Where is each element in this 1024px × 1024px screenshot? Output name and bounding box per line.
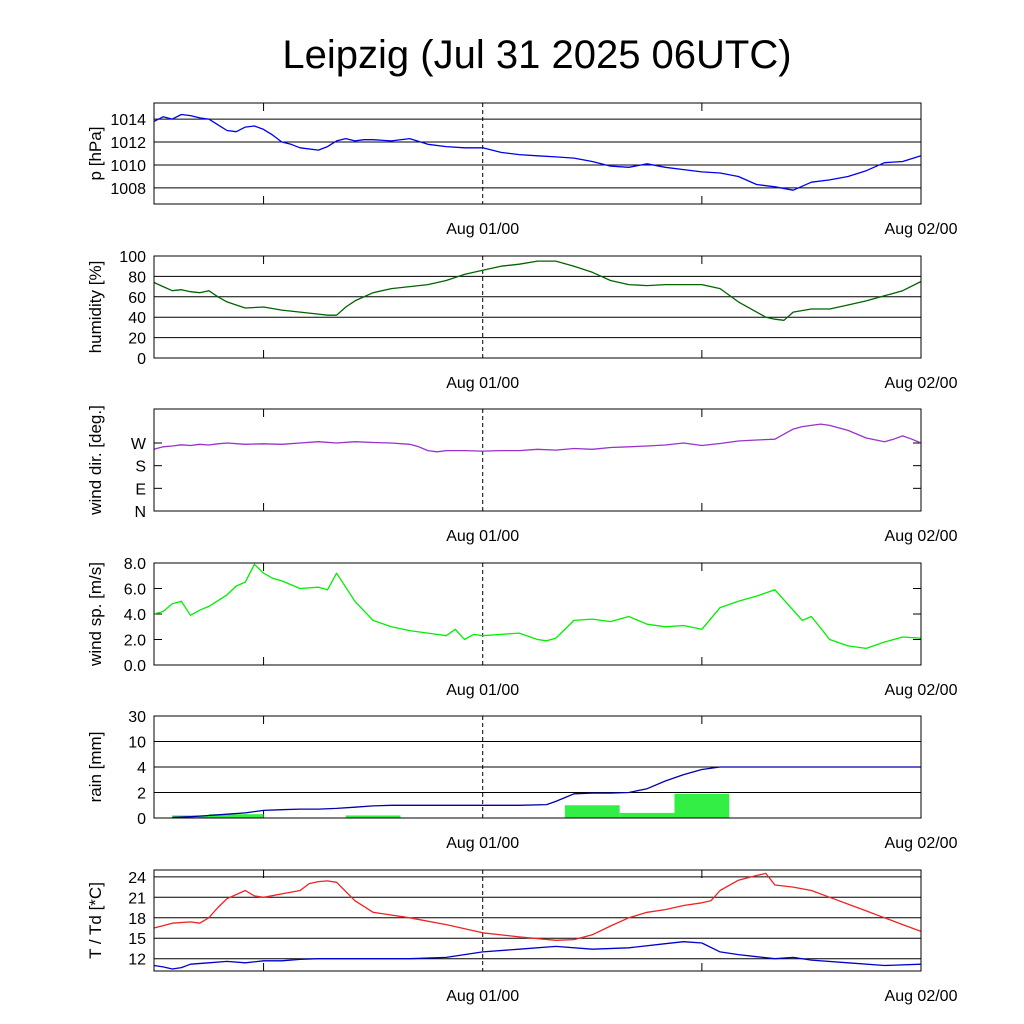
y-tick-label: 18 (128, 911, 146, 928)
x-tick-label: Aug 01/00 (446, 835, 519, 852)
y-axis-label: T / Td [*C] (86, 882, 105, 959)
y-tick-label: E (135, 481, 146, 498)
rain-bar (564, 805, 620, 818)
panel-humidity: 0 20 40 60 80 100 Aug 01/00 Aug 02/00 humidity [… (86, 249, 958, 392)
y-tick-label: 4 (137, 760, 146, 777)
y-tick-label: 1008 (110, 181, 146, 198)
series-line-wind_speed (153, 563, 922, 650)
y-axis-label: p [hPa] (86, 127, 105, 181)
panel-temperature_dewpoint: 12 15 18 21 24 Aug 01/00 Aug 02/00 T / Td [*C] (86, 869, 958, 1005)
x-tick-label: Aug 02/00 (885, 988, 958, 1005)
x-tick-label: Aug 02/00 (885, 682, 958, 699)
series-line-pressure (153, 113, 922, 191)
y-tick-label: 8.0 (124, 556, 146, 573)
x-tick-label: Aug 02/00 (885, 221, 958, 238)
plot-frame (153, 255, 922, 359)
panel-pressure: 1008 1010 1012 1014 Aug 01/00 Aug 02/00 p [hPa… (86, 102, 958, 238)
y-tick-label: 6.0 (124, 582, 146, 599)
panel-rain: 0 2 4 10 30 Aug 01/00 Aug 02/00 rain [mm] (86, 709, 958, 852)
y-tick-label: S (135, 459, 146, 476)
y-tick-label: 1012 (110, 135, 146, 152)
y-tick-label: 100 (119, 249, 146, 266)
rain-bar (345, 815, 401, 818)
y-tick-label: 0 (137, 811, 146, 828)
series-line-humidity (153, 260, 922, 321)
rain-bar (674, 793, 730, 818)
x-tick-label: Aug 02/00 (885, 375, 958, 392)
x-tick-label: Aug 01/00 (446, 682, 519, 699)
y-tick-label: 1014 (110, 112, 146, 129)
rain-bar (619, 812, 675, 818)
y-tick-label: 24 (128, 870, 146, 887)
chart-title: Leipzig (Jul 31 2025 06UTC) (282, 33, 791, 77)
rain-bar (208, 814, 264, 818)
plot-frame (153, 408, 922, 512)
y-tick-label: 15 (128, 931, 146, 948)
y-tick-label: 80 (128, 269, 146, 286)
y-tick-label: 1010 (110, 158, 146, 175)
x-tick-label: Aug 01/00 (446, 375, 519, 392)
panel-wind_speed: 0.0 2.0 4.0 6.0 8.0 Aug 01/00 Aug 02/00 wind sp… (86, 556, 958, 699)
plot-frame (153, 102, 922, 205)
series-line-T (153, 872, 922, 941)
y-tick-label: 60 (128, 290, 146, 307)
y-tick-label: 2 (137, 786, 146, 803)
x-tick-label: Aug 01/00 (446, 221, 519, 238)
y-tick-label: 30 (128, 709, 146, 726)
y-tick-label: 2.0 (124, 633, 146, 650)
y-tick-label: 4.0 (124, 607, 146, 624)
x-tick-label: Aug 02/00 (885, 835, 958, 852)
x-tick-label: Aug 01/00 (446, 988, 519, 1005)
y-tick-label: 40 (128, 310, 146, 327)
plot-frame (153, 562, 922, 666)
y-axis-label: wind sp. [m/s] (86, 562, 105, 667)
y-axis-label: wind dir. [deg.] (86, 405, 105, 516)
y-axis-label: rain [mm] (86, 732, 105, 803)
y-tick-label: N (134, 504, 146, 521)
y-tick-label: 21 (128, 890, 146, 907)
plot-frame (153, 715, 922, 819)
series-line-Td (153, 941, 922, 970)
series-line-wind_direction (153, 423, 922, 453)
y-tick-label: 0 (137, 351, 146, 368)
y-tick-label: 20 (128, 331, 146, 348)
y-tick-label: 10 (128, 735, 146, 752)
plot-frame (153, 869, 922, 972)
series-line-accumulated-rain (172, 766, 921, 819)
y-tick-label: 12 (128, 952, 146, 969)
x-tick-label: Aug 02/00 (885, 528, 958, 545)
y-tick-label: W (131, 436, 147, 453)
y-tick-label: 0.0 (124, 658, 146, 675)
x-tick-label: Aug 01/00 (446, 528, 519, 545)
y-axis-label: humidity [%] (86, 261, 105, 354)
